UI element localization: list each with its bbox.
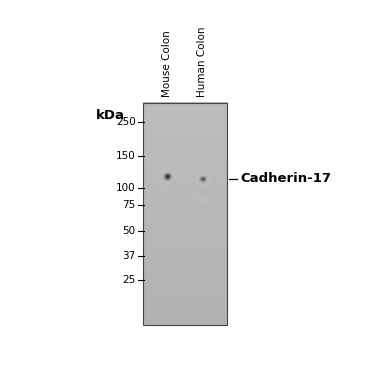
Bar <box>143 103 227 325</box>
Text: Human Colon: Human Colon <box>197 27 207 97</box>
Text: Cadherin-17: Cadherin-17 <box>240 172 331 185</box>
Text: 50: 50 <box>122 226 135 236</box>
Text: Mouse Colon: Mouse Colon <box>162 30 172 97</box>
Text: 75: 75 <box>122 200 135 210</box>
Text: 100: 100 <box>116 183 135 193</box>
Text: kDa: kDa <box>96 108 125 122</box>
Text: 37: 37 <box>122 251 135 261</box>
Text: 150: 150 <box>116 151 135 161</box>
Text: 250: 250 <box>116 117 135 126</box>
Text: 25: 25 <box>122 275 135 285</box>
